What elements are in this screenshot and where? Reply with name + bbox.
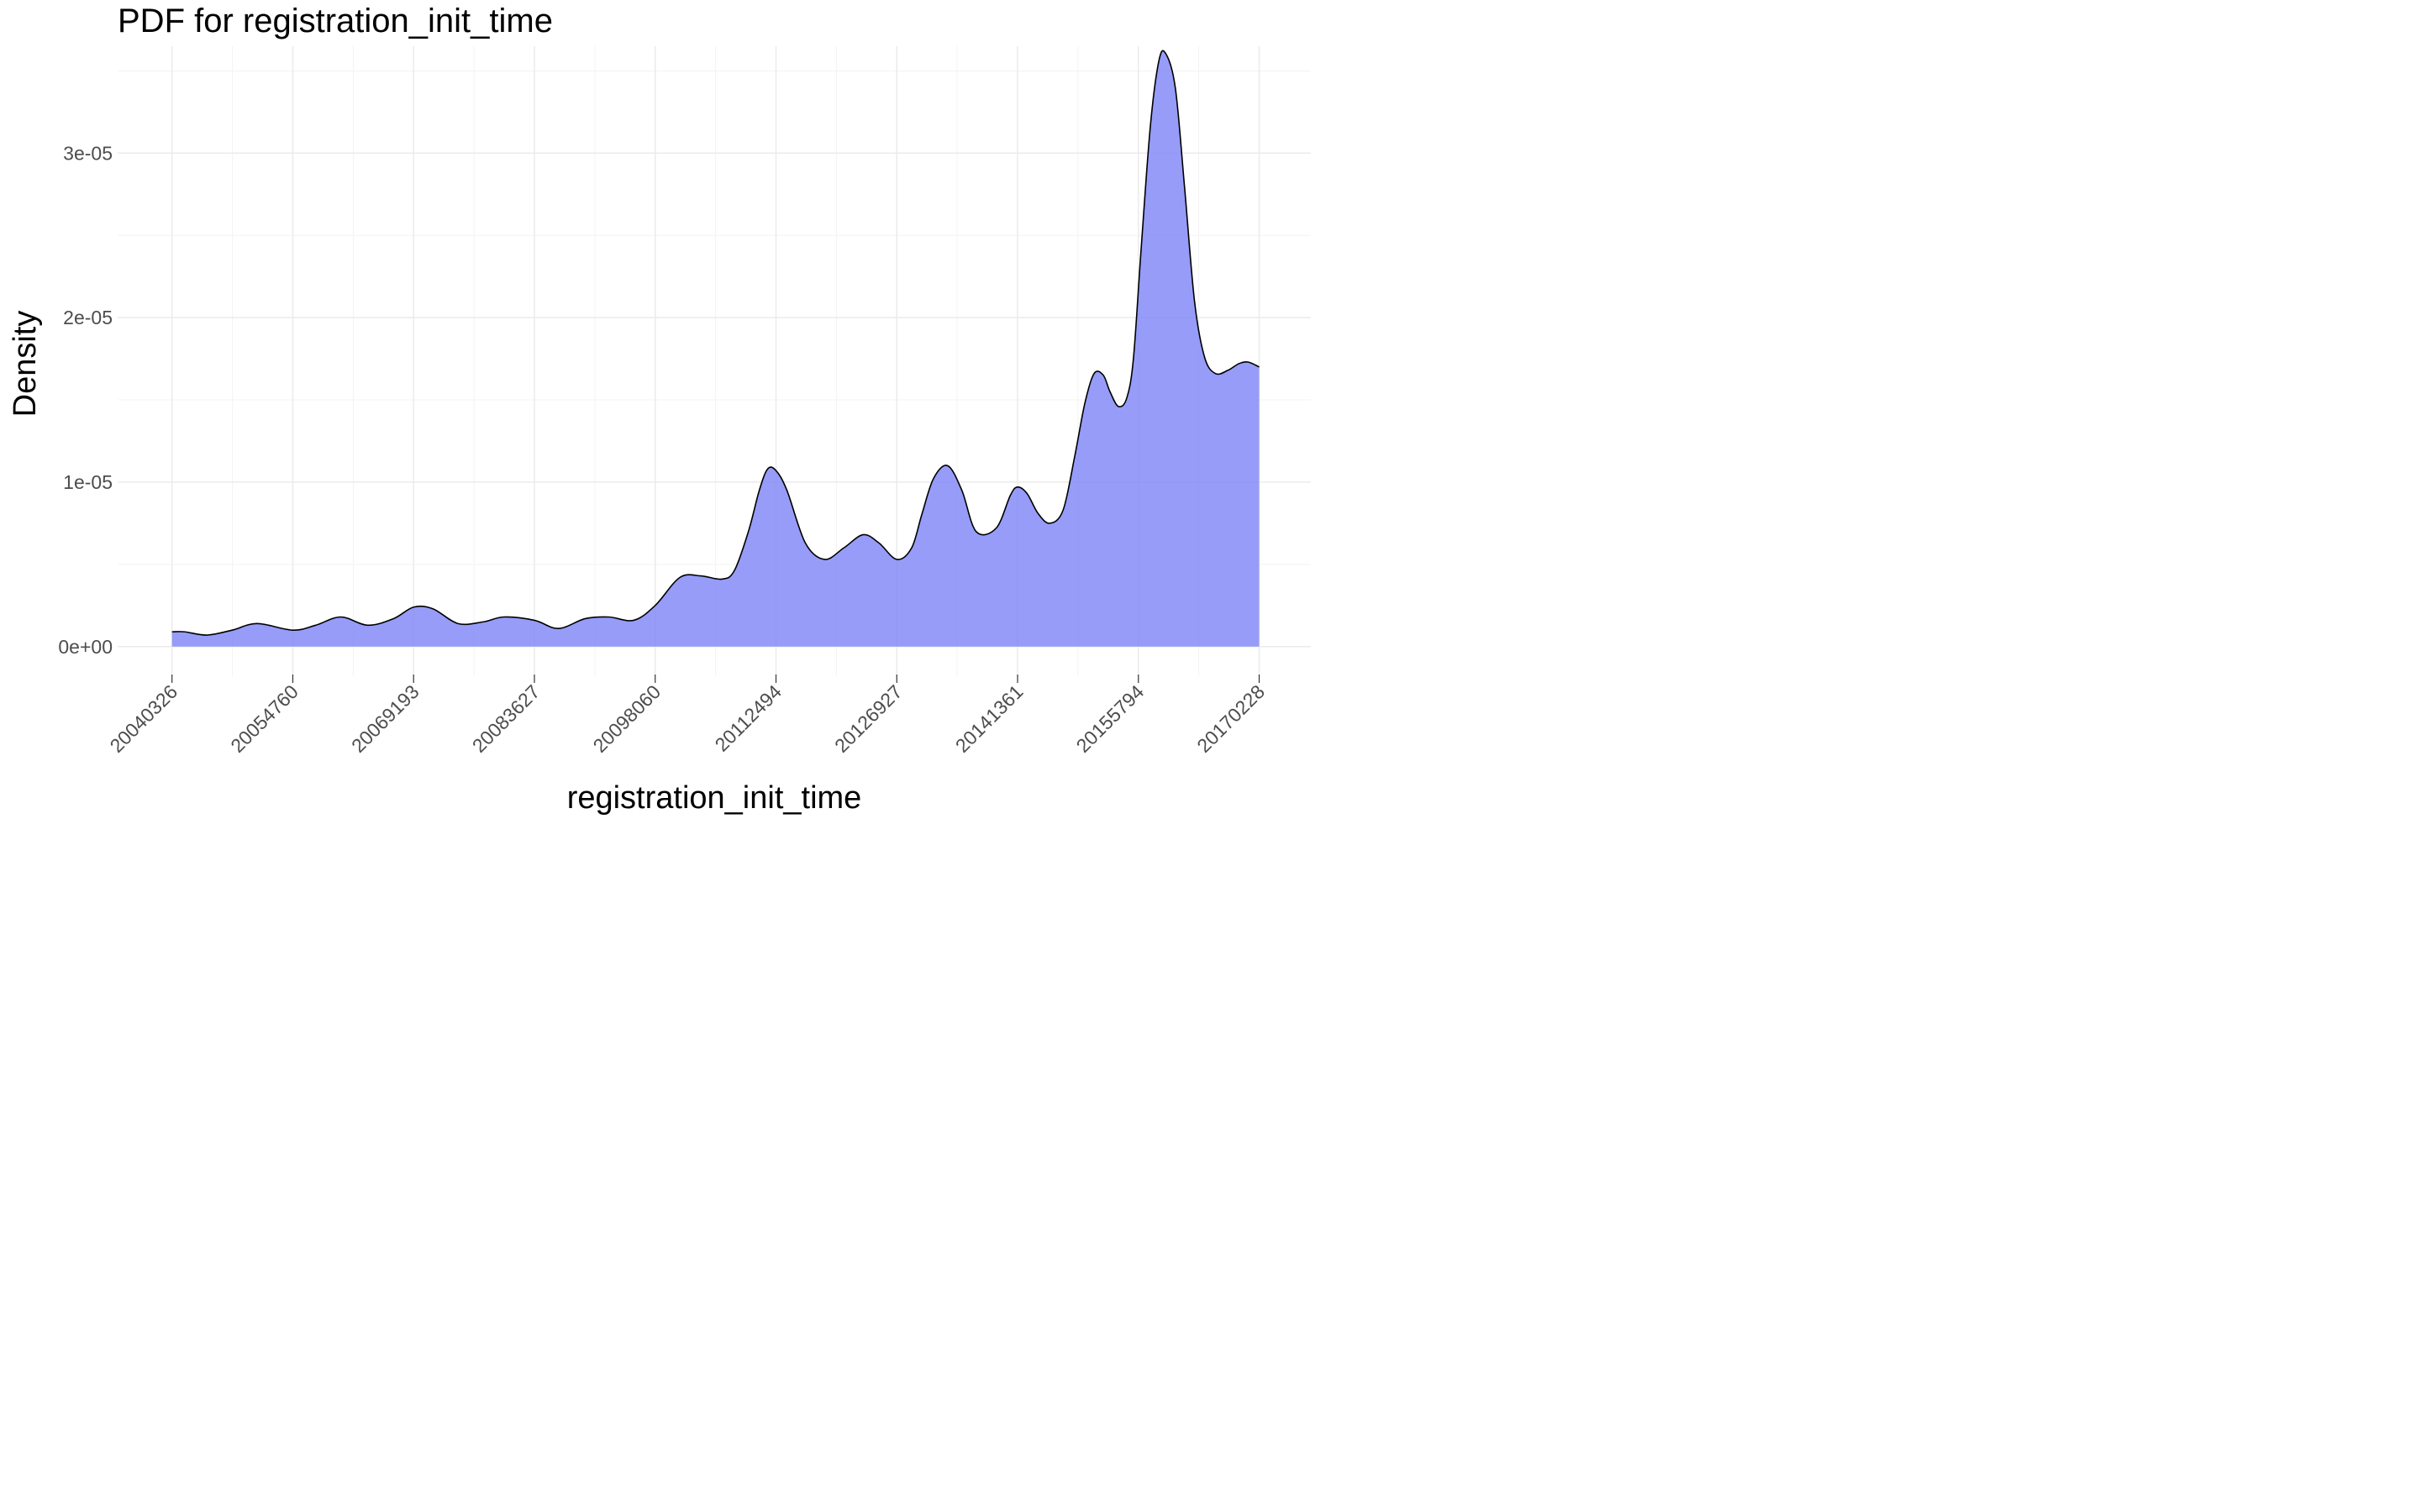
y-tick-label: 2e-05 — [63, 307, 113, 328]
x-tick-label: 20098060 — [589, 680, 666, 757]
y-tick-label: 0e+00 — [58, 636, 113, 658]
y-tick-label: 1e-05 — [63, 471, 113, 493]
area-layer — [171, 50, 1260, 647]
density-chart: 0e+00 1e-05 2e-05 3e-05 20040326 20054760 2006… — [0, 0, 1311, 819]
y-tick-label: 3e-05 — [63, 142, 113, 164]
x-axis-title: registration_init_time — [567, 780, 862, 816]
x-tick-label: 20141361 — [951, 680, 1028, 757]
x-tick-label: 20155794 — [1072, 680, 1149, 757]
y-axis-title: Density — [8, 311, 43, 417]
chart-title: PDF for registration_init_time — [118, 3, 553, 39]
x-tick-label: 20069193 — [347, 680, 424, 757]
density-line — [171, 50, 1260, 636]
x-tick-label: 20126927 — [830, 680, 907, 757]
density-area — [171, 50, 1260, 647]
x-tick-label: 20054760 — [226, 680, 302, 757]
x-tick-label: 20112494 — [710, 680, 786, 756]
x-tick-label: 20170228 — [1192, 680, 1269, 757]
chart-svg: 0e+00 1e-05 2e-05 3e-05 20040326 20054760 2006… — [8, 3, 1311, 816]
x-tick-label: 20040326 — [105, 680, 182, 757]
x-tick-label: 20083627 — [468, 680, 544, 757]
